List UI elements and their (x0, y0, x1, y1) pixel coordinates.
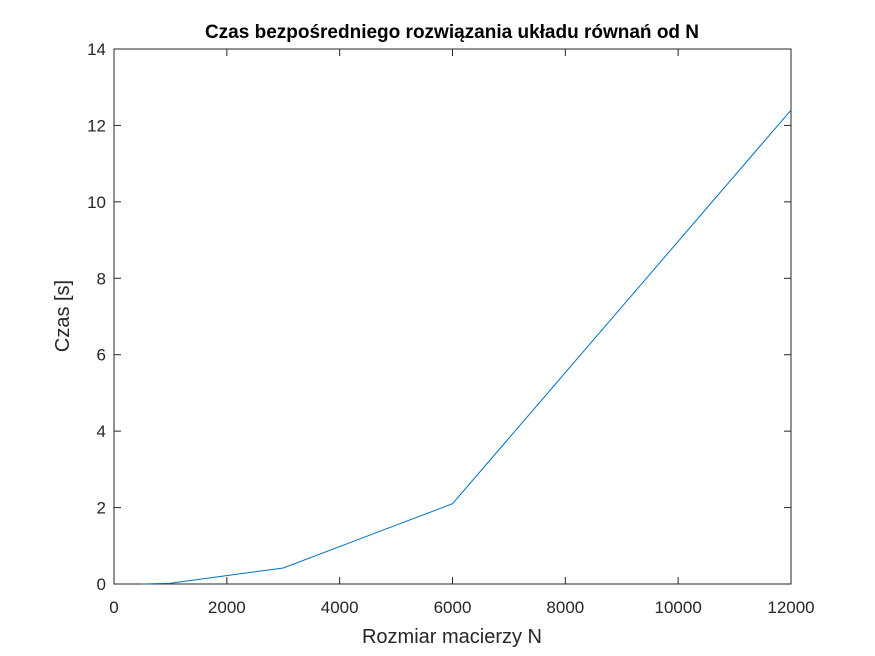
chart-title: Czas bezpośredniego rozwiązania układu r… (205, 22, 699, 43)
x-tick-label: 10000 (655, 598, 702, 617)
series-line (142, 109, 792, 585)
y-tick-label: 4 (97, 422, 106, 441)
y-tick-label: 6 (97, 346, 106, 365)
x-tick-label: 4000 (321, 598, 359, 617)
y-axis-label: Czas [s] (52, 280, 74, 352)
y-axis: 0 2 4 6 8 10 12 14 (87, 40, 791, 594)
x-tick-label: 6000 (434, 598, 472, 617)
y-tick-label: 10 (87, 193, 106, 212)
x-tick-label: 8000 (546, 598, 584, 617)
x-tick-label: 12000 (767, 598, 814, 617)
y-tick-label: 2 (97, 499, 106, 518)
y-tick-label: 12 (87, 116, 106, 135)
x-tick-label: 0 (109, 598, 118, 617)
plot-area (113, 48, 792, 585)
y-tick-label: 8 (97, 269, 106, 288)
y-tick-label: 14 (87, 40, 106, 59)
x-axis: 0 2000 4000 6000 8000 10000 12000 (109, 49, 815, 617)
x-tick-label: 2000 (208, 598, 246, 617)
x-axis-label: Rozmiar macierzy N (362, 626, 542, 648)
y-tick-label: 0 (97, 575, 106, 594)
